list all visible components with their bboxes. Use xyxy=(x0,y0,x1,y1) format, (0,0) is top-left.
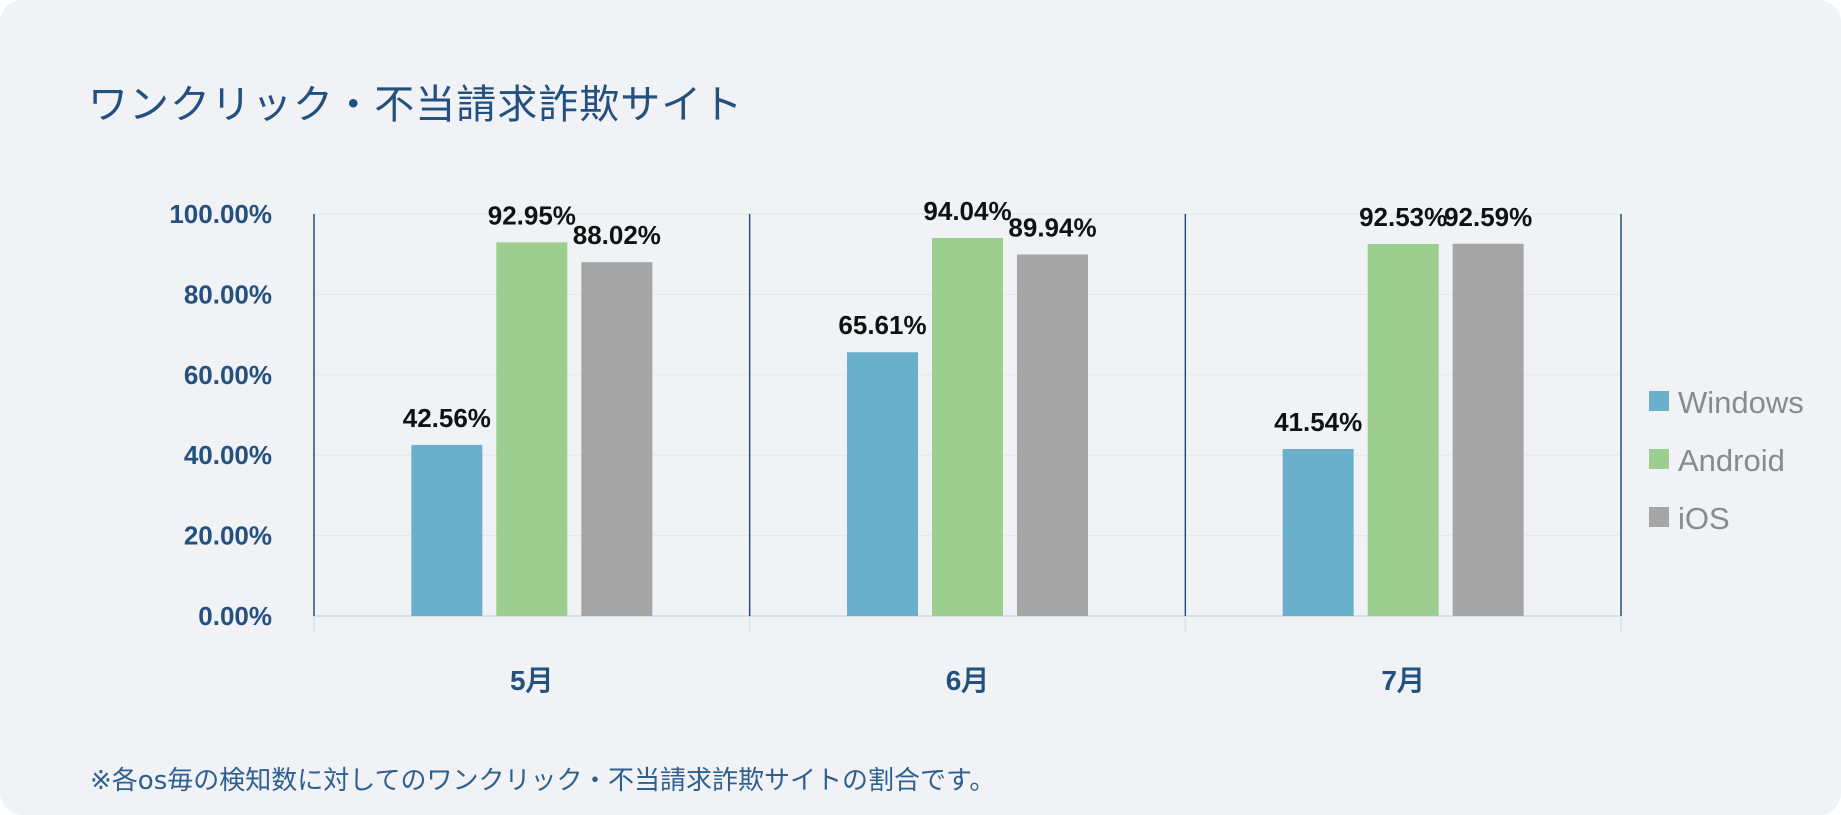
y-tick-label: 100.00% xyxy=(169,199,272,229)
data-label: 89.94% xyxy=(1008,212,1096,242)
x-tick-label: 5月 xyxy=(510,665,554,696)
chart-title: ワンクリック・不当請求詐欺サイト xyxy=(88,82,744,128)
bar-android xyxy=(1367,244,1439,616)
data-label: 92.95% xyxy=(488,200,576,230)
data-label: 42.56% xyxy=(403,403,491,433)
bar-android xyxy=(932,237,1003,616)
legend-label-windows: Windows xyxy=(1678,385,1804,420)
bar-windows xyxy=(847,352,918,616)
bar-ios xyxy=(1452,243,1524,616)
y-tick-label: 80.00% xyxy=(184,279,272,309)
bar-ios xyxy=(1017,254,1088,616)
x-tick-label: 7月 xyxy=(1381,665,1425,696)
y-tick-label: 0.00% xyxy=(198,601,272,631)
x-tick-label: 6月 xyxy=(946,665,990,696)
data-label: 88.02% xyxy=(573,220,661,250)
y-tick-label: 40.00% xyxy=(184,440,272,470)
legend-label-android: Android xyxy=(1678,443,1785,478)
data-label: 41.54% xyxy=(1274,407,1362,437)
y-tick-label: 20.00% xyxy=(184,521,272,551)
footnote: ※各os毎の検知数に対してのワンクリック・不当請求詐欺サイトの割合です。 xyxy=(90,766,996,796)
legend-swatch-windows xyxy=(1649,391,1669,411)
legend-swatch-ios xyxy=(1649,507,1669,527)
data-label: 92.53% xyxy=(1359,202,1447,232)
bar-windows xyxy=(1282,449,1354,616)
y-tick-label: 60.00% xyxy=(184,360,272,390)
data-label: 94.04% xyxy=(923,196,1011,226)
data-label: 92.59% xyxy=(1444,202,1532,232)
bar-ios xyxy=(581,262,653,616)
legend-swatch-android xyxy=(1649,449,1669,469)
legend-label-ios: iOS xyxy=(1678,501,1730,536)
bar-windows xyxy=(411,444,483,616)
data-label: 65.61% xyxy=(838,310,926,340)
bar-android xyxy=(496,242,568,616)
